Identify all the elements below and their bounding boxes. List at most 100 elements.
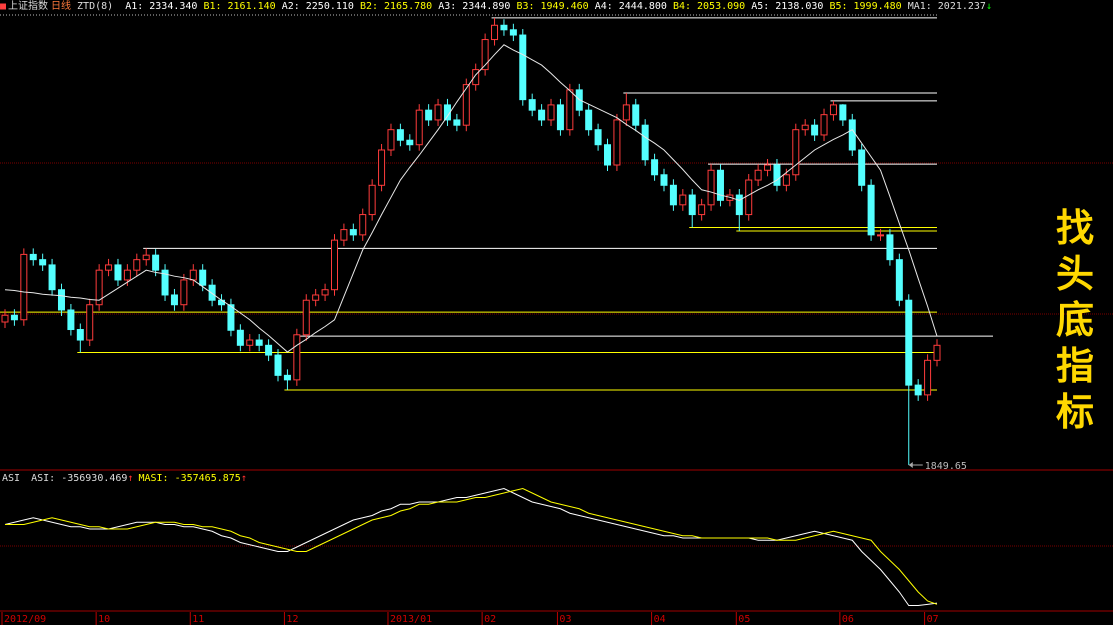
candle-body [20, 253, 28, 321]
candle-body [829, 104, 837, 116]
candle-body [265, 344, 273, 356]
x-tick-label: 05 [738, 614, 750, 625]
candle-body [811, 124, 819, 136]
candle-body [218, 299, 226, 306]
candle-body [613, 119, 621, 166]
x-tick-label: 2012/09 [4, 614, 46, 625]
candle-body [453, 119, 461, 126]
candle-body [698, 204, 706, 216]
candle-body [189, 269, 197, 281]
candle-body [924, 359, 932, 396]
x-tick-label: 10 [98, 614, 110, 625]
level-label: B5: 1999.480 [829, 1, 902, 12]
candle-body [57, 289, 65, 311]
candle-body [378, 149, 386, 186]
candle-body [895, 259, 903, 301]
x-tick-label: 06 [842, 614, 854, 625]
x-tick-label: 07 [927, 614, 939, 625]
candle-body [792, 129, 800, 176]
candle-body [180, 279, 188, 306]
candle-body [622, 104, 630, 121]
candle-body [566, 89, 574, 131]
annotation-label: 1849.65 [925, 461, 967, 472]
candle-body [547, 104, 555, 121]
candle-body [481, 39, 489, 71]
candle-body [293, 334, 301, 381]
icon: ■ [0, 1, 7, 12]
candle-body [236, 329, 244, 346]
candle-body [820, 114, 828, 136]
candle-body [86, 304, 94, 341]
candle-body [500, 24, 508, 31]
candle-body [660, 174, 668, 186]
candle-body [283, 374, 291, 381]
candle-body [472, 69, 480, 86]
period: 日线 [51, 1, 72, 12]
candle-body [199, 269, 207, 286]
candle-body [716, 169, 724, 201]
candle-body [10, 314, 18, 321]
candle-body [368, 184, 376, 216]
candle-body [604, 144, 612, 166]
candle-body [387, 129, 395, 151]
candle-body [48, 264, 56, 291]
candle-body [519, 34, 527, 101]
level-label: B4: 2053.090 [672, 1, 746, 12]
series-line [4, 487, 938, 606]
x-tick-label: 03 [559, 614, 571, 625]
ma-label: MA1: 2021.237 [907, 1, 986, 12]
candle-body [123, 269, 131, 281]
candle-body [801, 124, 809, 131]
series-line [5, 487, 938, 605]
candle-body [538, 109, 546, 121]
symbol: 上证指数 [8, 1, 49, 12]
candle-body [152, 254, 160, 271]
indicator: ZTD(8) [77, 1, 114, 12]
side-text: 找头底指标 [1055, 206, 1094, 434]
level-label: A3: 2344.890 [438, 1, 511, 12]
candle-body [491, 24, 499, 41]
candle-body [585, 109, 593, 131]
candle-body [255, 339, 263, 346]
candle-body [707, 169, 715, 206]
candle-body [651, 159, 659, 176]
candle-body [735, 194, 743, 216]
candle-body [688, 194, 696, 216]
level-label: B2: 2165.780 [359, 1, 433, 12]
candle-body [340, 229, 348, 241]
level-label: A2: 2250.110 [281, 1, 354, 12]
candle-body [349, 229, 357, 236]
candle-body [67, 309, 75, 331]
candle-body [528, 99, 536, 111]
candle-body [745, 179, 753, 216]
candle-body [434, 104, 442, 121]
candle-body [632, 104, 640, 126]
candle-body [764, 164, 772, 171]
candle-body [425, 109, 433, 121]
candle-body [114, 264, 122, 281]
ma-line [4, 44, 938, 353]
candle-body [76, 329, 84, 341]
candle-body [396, 129, 404, 141]
candle-body [933, 344, 941, 361]
legend-label: MASI: -357465.875 [138, 473, 241, 484]
candle-body [886, 234, 894, 261]
candle-body [29, 253, 37, 261]
candle-body [415, 109, 423, 146]
candle-body [161, 269, 169, 296]
level-label: B1: 2161.140 [203, 1, 276, 12]
candle-body [556, 104, 564, 131]
level-label: A5: 2138.030 [751, 1, 824, 12]
candle-body [782, 174, 790, 186]
candle-body [274, 354, 282, 376]
header: ■ 上证指数 日线 ZTD(8) A1: 2334.340 B1: 2161.140 A2… [0, 0, 998, 14]
candle-body [669, 184, 677, 206]
candle-body [321, 289, 329, 296]
x-tick-label: 2013/01 [390, 614, 432, 625]
legend-arrow: ↑ [127, 473, 134, 484]
candle-body [170, 294, 178, 306]
candle-body [246, 339, 254, 346]
candle-body [867, 184, 875, 236]
